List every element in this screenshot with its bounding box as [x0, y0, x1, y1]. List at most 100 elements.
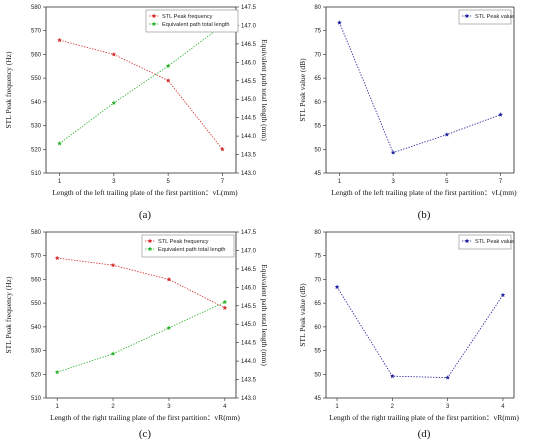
y-tick-label: 550 — [31, 301, 42, 307]
legend-box — [458, 234, 512, 250]
legend-marker — [147, 238, 153, 244]
legend-box — [141, 234, 235, 258]
y2-tick-label: 146.0 — [241, 60, 257, 66]
y2-axis-title: Equivalent path total length (mm) — [260, 39, 269, 141]
y-tick-label: 530 — [31, 124, 42, 130]
y-tick-label: 80 — [314, 5, 321, 11]
y-tick-label: 70 — [314, 277, 321, 283]
y-tick-label: 510 — [31, 396, 42, 402]
y2-tick-label: 146.5 — [241, 42, 257, 48]
chart-panel-a: 1 3 5 7 510 520 530 540 550 560 570 580 143.0 143.5 14… — [4, 5, 269, 221]
series-line-0 — [57, 257, 226, 309]
y-tick-label: 580 — [31, 5, 42, 11]
data-point — [220, 146, 225, 152]
x-tick-label: 5 — [445, 179, 449, 185]
y-tick-label: 570 — [31, 29, 42, 35]
y2-tick-label: 144.0 — [241, 359, 257, 365]
legend-entry-label: STL Peak value — [475, 14, 514, 20]
x-tick-label: 7 — [499, 179, 503, 185]
legend-entry-label: STL Peak frequency — [162, 14, 213, 20]
legend: STL Peak frequency Equivalent path total … — [141, 234, 235, 258]
data-point — [166, 276, 172, 282]
panel-label: (a) — [139, 209, 152, 221]
data-point — [334, 284, 340, 290]
data-point — [54, 255, 60, 261]
y-tick-label: 560 — [31, 52, 42, 58]
y-tick-label: 510 — [31, 171, 42, 177]
y-tick-label: 520 — [31, 147, 42, 153]
data-point — [500, 292, 506, 298]
data-point — [166, 325, 172, 330]
y-tick-label: 65 — [314, 301, 321, 307]
y2-tick-label: 146.0 — [241, 285, 257, 291]
y-tick-label: 75 — [314, 254, 321, 260]
y-tick-label: 60 — [314, 325, 321, 331]
y2-axis-title: Equivalent path total length (mm) — [260, 264, 269, 366]
series-line-0 — [59, 39, 223, 150]
legend-marker — [151, 21, 157, 27]
x-tick-label: 3 — [446, 404, 450, 410]
data-point — [111, 51, 117, 57]
data-point — [337, 20, 342, 25]
y2-tick-label: 147.0 — [241, 248, 257, 254]
y-tick-label: 75 — [314, 29, 321, 35]
y-tick-label: 520 — [31, 372, 42, 378]
series-line-1 — [59, 25, 223, 144]
legend-entry-label: STL Peak value — [475, 239, 514, 245]
x-tick-label: 3 — [167, 404, 171, 410]
legend-marker — [147, 246, 153, 252]
data-point — [445, 375, 451, 380]
y2-tick-label: 144.0 — [241, 134, 257, 140]
data-point — [57, 141, 62, 146]
x-axis-title: Length of the left trailing plate of the… — [52, 188, 238, 197]
y2-tick-label: 143.5 — [241, 153, 257, 159]
chart-panel-c: 1 2 3 4 510 520 530 540 550 560 570 580 143.0 143.5 14… — [4, 230, 269, 440]
x-tick-label: 4 — [501, 404, 505, 410]
legend-marker — [151, 13, 157, 19]
y2-tick-label: 144.5 — [241, 116, 257, 122]
x-tick-label: 2 — [391, 404, 395, 410]
series-line-1 — [57, 301, 225, 373]
y-tick-label: 70 — [314, 52, 321, 58]
panel-label: (c) — [139, 428, 152, 440]
chart-panel-d: 1 2 3 4 45 50 55 60 65 70 75 80 Length of the right … — [298, 230, 519, 440]
y-tick-label: 50 — [314, 147, 321, 153]
x-axis-title: Length of the left trailing plate of the… — [331, 188, 517, 197]
x-tick-label: 3 — [112, 179, 116, 185]
y-tick-label: 45 — [314, 396, 321, 402]
x-tick-label: 4 — [223, 404, 227, 410]
chart-panel-b: 1 3 5 7 45 50 55 60 65 70 75 80 Length of the left t… — [298, 5, 517, 221]
y-tick-label: 50 — [314, 372, 321, 378]
data-point — [110, 262, 116, 268]
y-tick-label: 540 — [31, 100, 42, 106]
x-tick-label: 2 — [111, 404, 115, 410]
y-axis-title: STL Peak value (dB) — [298, 283, 307, 347]
y-tick-label: 530 — [31, 349, 42, 355]
legend: STL Peak frequency Equivalent path total … — [145, 9, 239, 33]
x-tick-label: 1 — [335, 404, 339, 410]
series-line-0 — [339, 22, 501, 154]
y2-tick-label: 145.0 — [241, 97, 257, 103]
data-point — [165, 78, 171, 83]
data-point — [110, 351, 116, 356]
x-tick-label: 3 — [391, 179, 395, 185]
y-axis-title: STL Peak value (dB) — [298, 58, 307, 122]
data-point — [389, 373, 395, 379]
y-tick-label: 45 — [314, 171, 321, 177]
y-tick-label: 60 — [314, 100, 321, 106]
y2-tick-label: 144.5 — [241, 341, 257, 347]
x-axis-title: Length of the right trailing plate of th… — [329, 413, 519, 422]
y2-tick-label: 145.0 — [241, 322, 257, 328]
x-tick-label: 1 — [56, 404, 60, 410]
y-axis-title: STL Peak frequency (Hz) — [4, 276, 13, 353]
legend-box — [458, 9, 512, 25]
legend-marker — [464, 238, 470, 244]
y2-tick-label: 143.0 — [241, 396, 257, 402]
x-tick-label: 1 — [338, 179, 342, 185]
y2-tick-label: 143.0 — [241, 171, 257, 177]
y2-tick-label: 147.5 — [241, 230, 257, 236]
data-point — [222, 299, 228, 305]
data-point — [498, 112, 503, 117]
data-point — [390, 150, 396, 155]
